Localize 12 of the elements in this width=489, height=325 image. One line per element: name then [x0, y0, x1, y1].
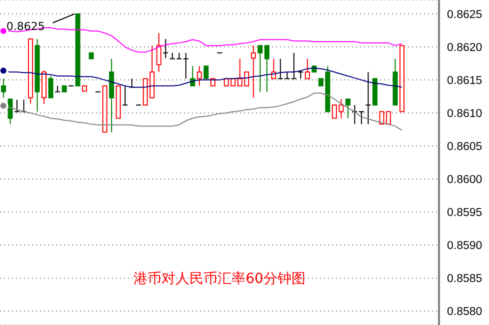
y-tick-label: 0.8585 — [447, 273, 482, 286]
y-tick-label: 0.8595 — [447, 207, 482, 220]
text: 港币对人民币汇率60分钟图 — [132, 270, 306, 288]
y-tick-label: 0.8620 — [447, 42, 482, 54]
y-tick-label: 0.8590 — [447, 240, 482, 252]
y-tick-label: 0.8600 — [447, 174, 482, 186]
y-tick-label: 0.8580 — [447, 306, 482, 318]
y-tick-label: 0.8615 — [447, 75, 482, 88]
y-tick-label: 0.8610 — [447, 108, 482, 120]
y-tick-label: 0.8625 — [447, 8, 482, 21]
annotation: 0.8625 — [6, 20, 45, 33]
y-tick-label: 0.8605 — [447, 141, 482, 154]
